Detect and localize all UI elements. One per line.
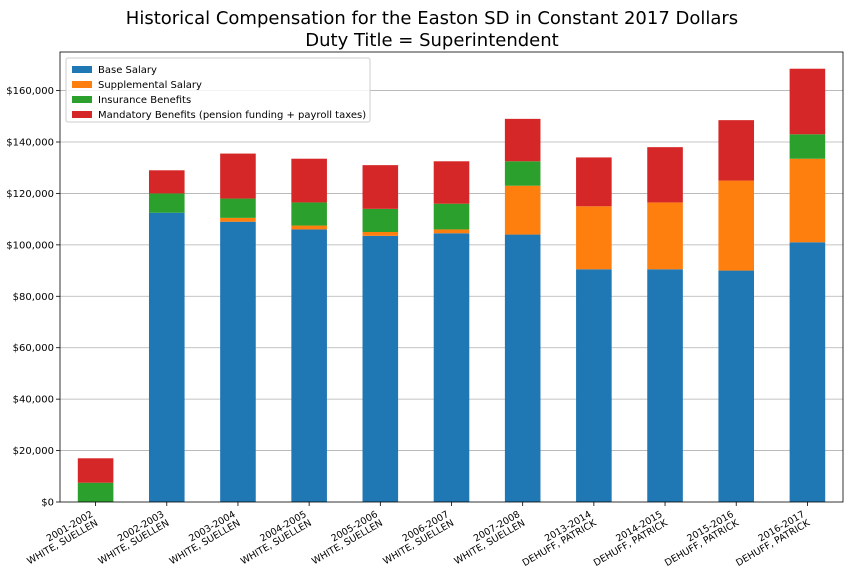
bars-layer [77, 68, 826, 503]
bar-segment [789, 242, 826, 503]
bar-segment [148, 212, 185, 502]
x-tick-label: 2007-2008WHITE, SUELLEN [448, 509, 528, 567]
legend-label: Supplemental Salary [98, 80, 202, 91]
y-tick-label: $100,000 [6, 240, 54, 251]
x-tick-label: 2006-2007WHITE, SUELLEN [376, 509, 456, 567]
bar-segment [504, 118, 541, 162]
x-tick-label: 2002-2003WHITE, SUELLEN [92, 509, 172, 567]
bar-segment [504, 234, 541, 503]
legend-swatch [72, 81, 92, 88]
x-tick-label: 2016-2017DEHUFF, PATRICK [729, 509, 812, 569]
bar-segment [148, 170, 185, 194]
legend-swatch [72, 66, 92, 73]
legend-label: Insurance Benefits [98, 95, 191, 106]
bar-segment [291, 158, 327, 203]
y-tick-label: $140,000 [6, 138, 54, 149]
plot-frame [59, 51, 844, 503]
y-tick-label: $160,000 [6, 86, 54, 97]
grid-layer [60, 90, 843, 451]
bar-segment [789, 68, 826, 135]
bar-segment [291, 229, 327, 502]
bar-segment [148, 193, 185, 213]
bar-segment [77, 482, 114, 502]
legend: Base Salary Supplemental Salary Insurance … [65, 57, 371, 123]
y-tick-label: $0 [41, 498, 54, 509]
bar-segment [647, 202, 683, 270]
legend-label: Base Salary [98, 65, 157, 76]
bar-segment [576, 269, 612, 502]
chart-title: Historical Compensation for the Easton S… [125, 8, 739, 29]
chart-subtitle: Duty Title = Superintendent [305, 30, 559, 51]
bar-segment [220, 198, 256, 218]
bar-segment [504, 161, 541, 186]
x-tick-label: 2004-2005WHITE, SUELLEN [234, 509, 314, 567]
bar-segment [220, 153, 256, 199]
bar-segment [504, 185, 541, 235]
bar-segment [647, 269, 683, 502]
y-tick-label: $40,000 [13, 395, 54, 406]
bar-segment [576, 206, 612, 270]
bar-segment [647, 147, 683, 203]
x-tick-label: 2005-2006WHITE, SUELLEN [305, 509, 385, 567]
bar-segment [789, 134, 826, 159]
bar-segment [576, 157, 612, 207]
bar-segment [433, 233, 470, 503]
x-tick-label: 2013-2014DEHUFF, PATRICK [516, 509, 599, 569]
x-tick-label: 2001-2002WHITE, SUELLEN [20, 509, 100, 567]
y-tick-label: $60,000 [13, 343, 54, 354]
bar-segment [718, 270, 755, 502]
bar-segment [291, 202, 327, 226]
bar-segment [362, 165, 399, 209]
bar-segment [362, 232, 399, 236]
bar-segment [220, 217, 256, 222]
legend-swatch [72, 96, 92, 103]
bar-segment [433, 161, 470, 204]
y-tick-label: $120,000 [6, 189, 54, 200]
bar-segment [433, 229, 470, 234]
bar-segment [362, 235, 399, 502]
bar-segment [77, 458, 114, 483]
axes-layer: $0 $20,000 $40,000 $60,000 $80,000 $100,000 $1… [6, 51, 844, 569]
legend-box [65, 57, 371, 123]
legend-swatch [72, 111, 92, 118]
bar-segment [718, 180, 755, 271]
bar-segment [220, 221, 256, 502]
bar-segment [433, 203, 470, 230]
bar-segment [362, 208, 399, 232]
bar-segment [291, 225, 327, 230]
y-tick-label: $20,000 [13, 446, 54, 457]
bar-segment [718, 120, 755, 181]
legend-label: Mandatory Benefits (pension funding + pa… [98, 110, 366, 121]
x-tick-label: 2015-2016DEHUFF, PATRICK [658, 509, 741, 569]
bar-segment [789, 158, 826, 243]
x-tick-label: 2003-2004WHITE, SUELLEN [163, 509, 243, 567]
x-tick-label: 2014-2015DEHUFF, PATRICK [587, 509, 670, 569]
y-tick-label: $80,000 [13, 292, 54, 303]
